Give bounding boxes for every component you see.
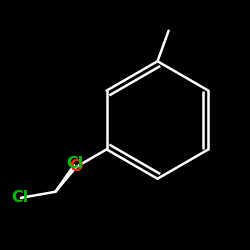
Text: O: O (70, 160, 83, 174)
Text: Cl: Cl (11, 190, 28, 205)
Text: Cl: Cl (67, 156, 84, 172)
